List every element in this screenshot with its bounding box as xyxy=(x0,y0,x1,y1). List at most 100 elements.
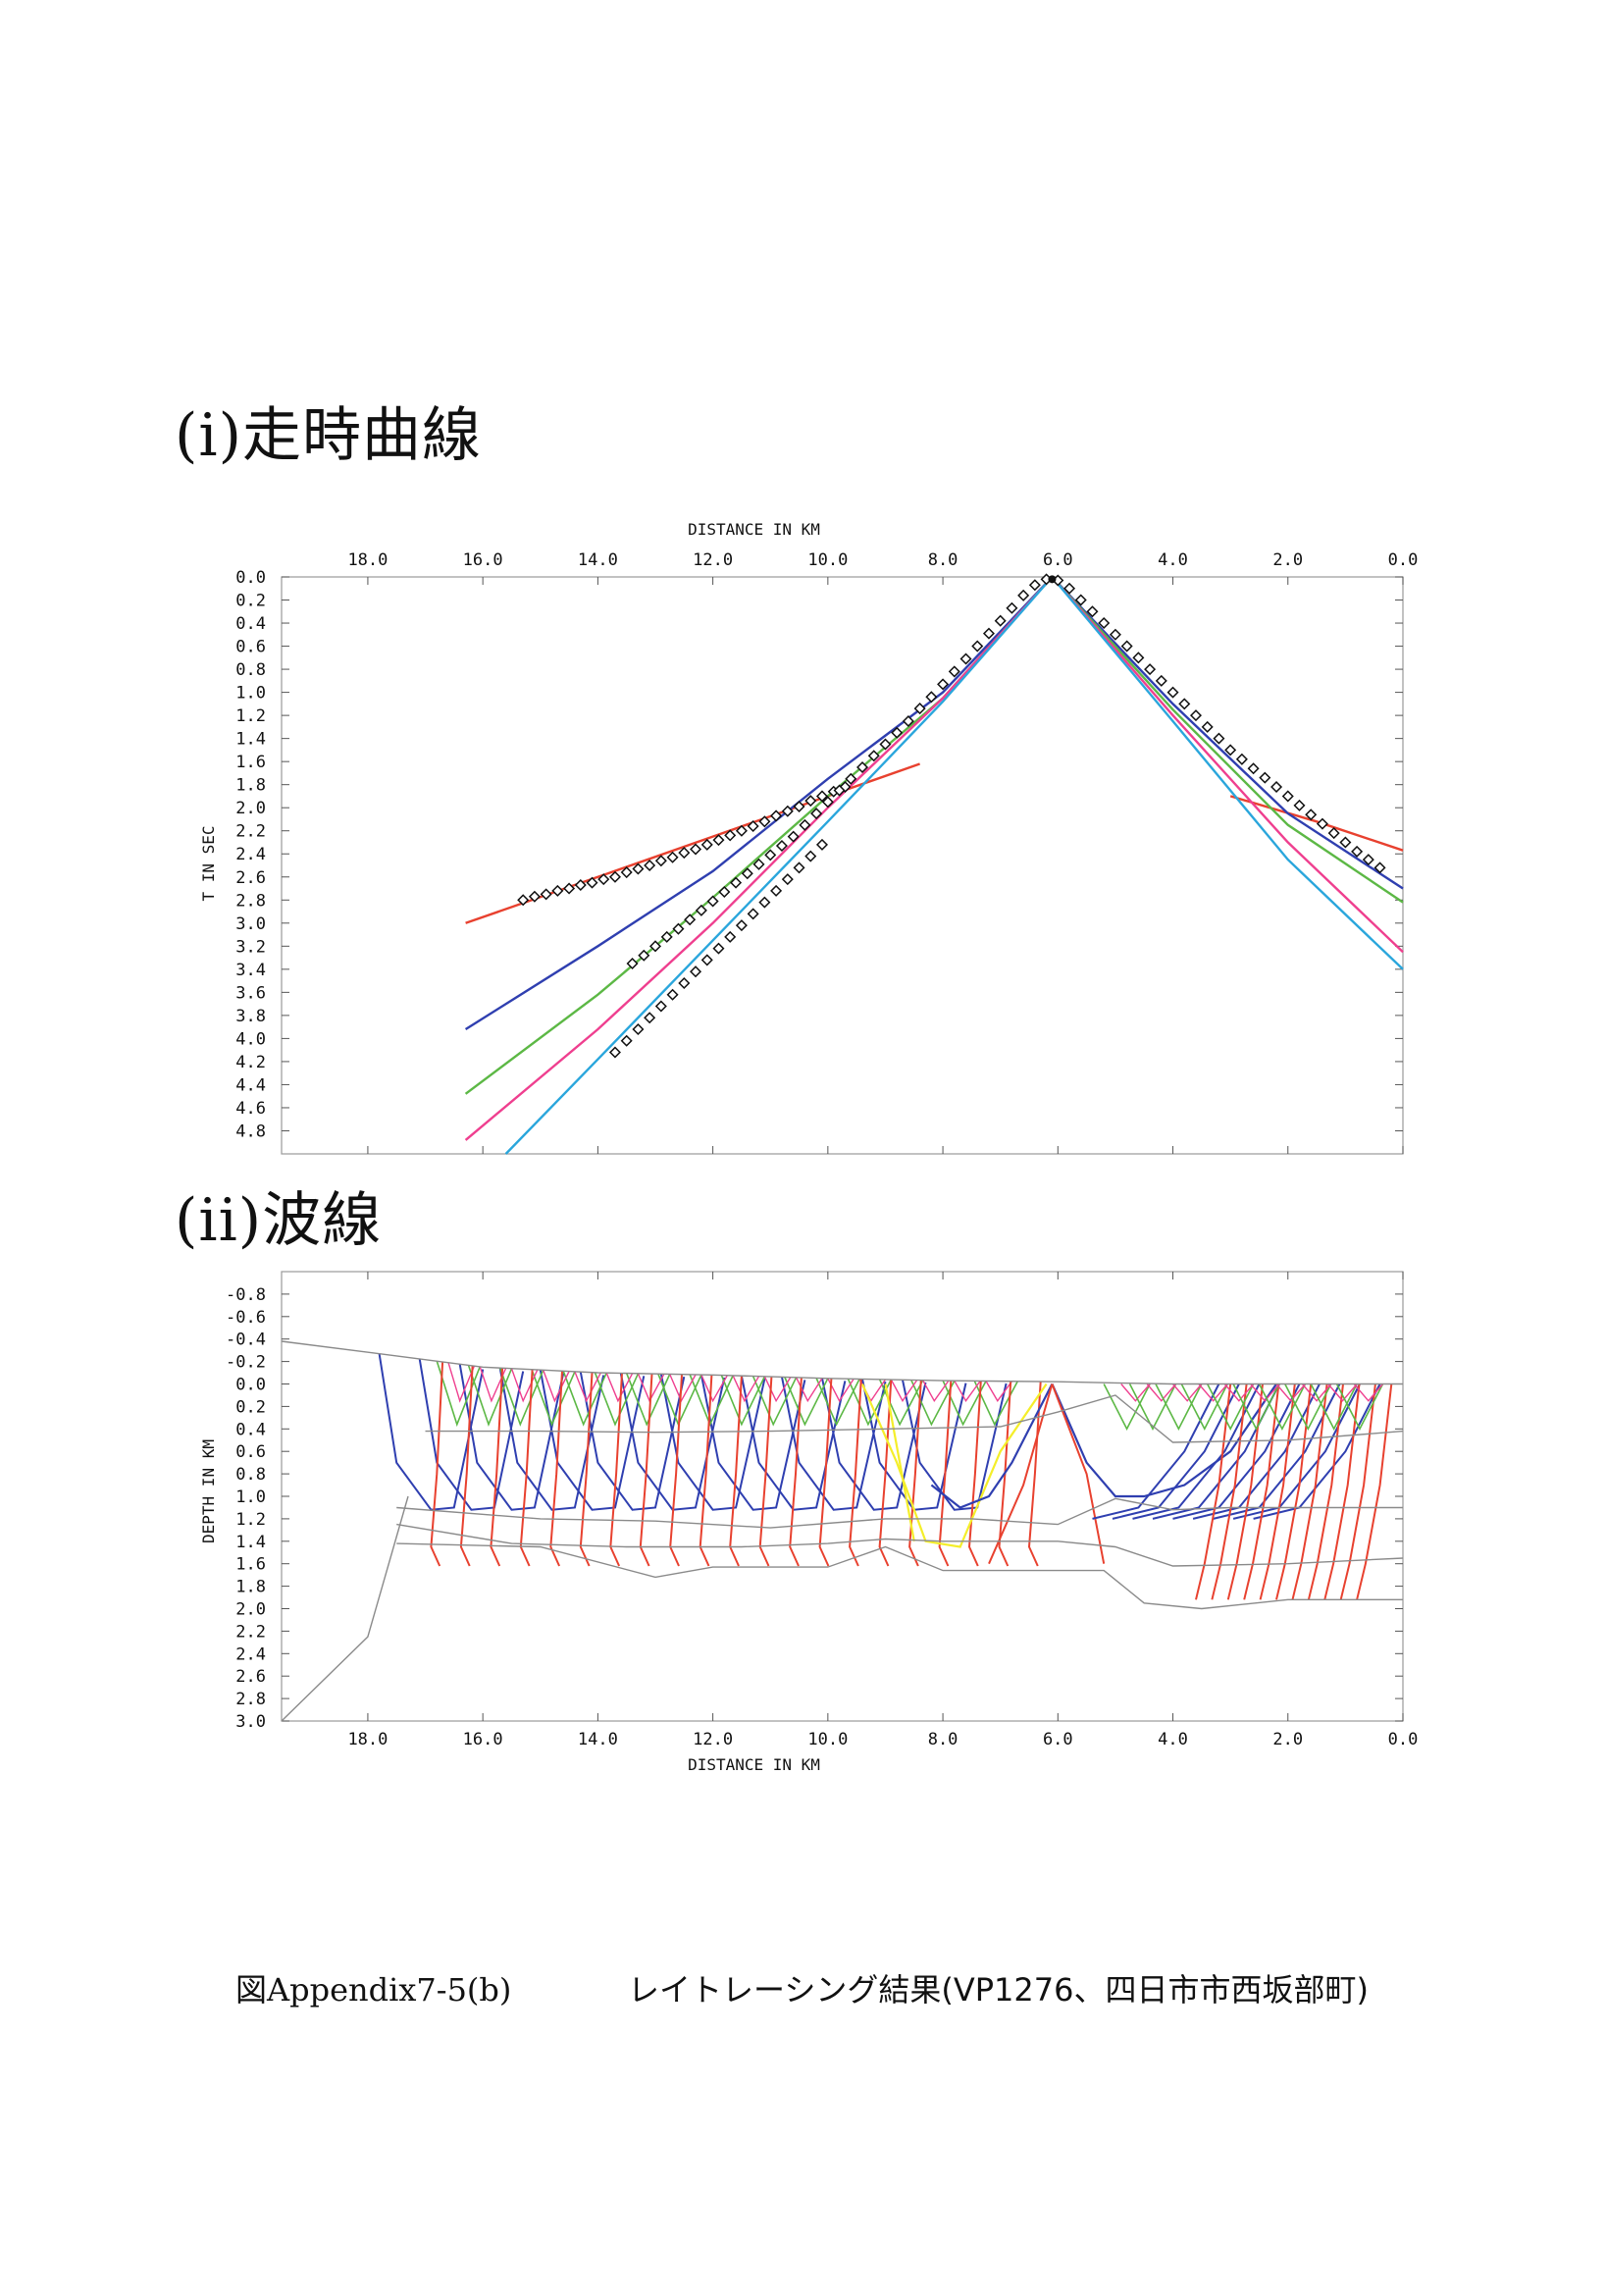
observed-point xyxy=(632,1022,645,1036)
y-tick-label: 2.6 xyxy=(235,868,266,888)
x-tick-label: 14.0 xyxy=(578,1730,618,1749)
observed-point xyxy=(815,790,828,803)
observed-point xyxy=(730,876,743,889)
ray-path xyxy=(1243,1383,1280,1600)
observed-point xyxy=(747,820,759,833)
ray-path xyxy=(467,1365,513,1427)
y-tick-label: 2.0 xyxy=(235,799,266,818)
ray-path xyxy=(1307,1383,1344,1600)
ray-path xyxy=(1259,1383,1296,1600)
y-tick-label: 1.8 xyxy=(235,1578,266,1597)
observed-point xyxy=(971,640,984,652)
observed-point xyxy=(735,824,748,837)
x-tick-label: 10.0 xyxy=(807,1730,848,1749)
y-tick-label: 4.0 xyxy=(235,1029,266,1049)
ray-path xyxy=(700,1374,728,1403)
observed-point xyxy=(867,750,880,762)
observed-point xyxy=(690,965,702,978)
observed-point xyxy=(551,884,564,897)
observed-point xyxy=(741,867,753,880)
ray-path xyxy=(1253,1383,1381,1520)
observed-point xyxy=(775,839,788,853)
x-tick-label: 4.0 xyxy=(1158,1730,1188,1749)
x-tick-label: 16.0 xyxy=(463,550,503,570)
travel-time-curve-green xyxy=(1051,576,1404,904)
observed-point xyxy=(758,815,771,828)
observed-point xyxy=(937,678,950,691)
plot-frame xyxy=(281,576,1404,1155)
ray-path xyxy=(1335,1383,1384,1432)
y-axis-label: T IN SEC xyxy=(199,825,218,901)
ray-path xyxy=(1327,1383,1358,1402)
ray-path xyxy=(1171,1383,1203,1402)
ray-path xyxy=(1132,1383,1261,1520)
observed-point xyxy=(891,726,904,739)
y-tick-label: 0.2 xyxy=(235,1397,266,1417)
observed-point xyxy=(1006,601,1018,614)
ray-path xyxy=(418,1358,525,1511)
y-tick-label: 2.2 xyxy=(235,1622,266,1642)
ray-path xyxy=(781,1377,887,1511)
observed-point xyxy=(1086,605,1099,618)
y-tick-label: 4.8 xyxy=(235,1122,266,1141)
observed-point xyxy=(758,896,771,909)
ray-path xyxy=(849,1379,862,1567)
ray-path xyxy=(860,1383,1048,1548)
y-tick-label: -0.8 xyxy=(226,1285,266,1305)
ray-path xyxy=(815,1378,860,1427)
observed-point xyxy=(1259,771,1271,784)
y-tick-label: 1.0 xyxy=(235,1487,266,1507)
ray-path xyxy=(574,1371,601,1403)
x-tick-label: 2.0 xyxy=(1272,550,1303,570)
ray-path xyxy=(1223,1383,1255,1402)
observed-point xyxy=(1201,720,1214,733)
ray-path xyxy=(884,1383,915,1541)
y-tick-label: 3.0 xyxy=(235,914,266,934)
travel-time-curve-cyan xyxy=(1051,576,1404,970)
y-tick-label: 3.8 xyxy=(235,1007,266,1026)
observed-point xyxy=(804,795,817,808)
ray-path xyxy=(605,1372,634,1403)
ray-path xyxy=(720,1375,766,1427)
observed-point xyxy=(597,873,610,886)
ray-path xyxy=(890,1379,918,1403)
ray-path xyxy=(732,1375,760,1403)
observed-point xyxy=(1351,845,1364,858)
observed-point xyxy=(781,805,794,817)
travel-time-curve-blue xyxy=(1051,576,1404,890)
ray-path xyxy=(758,1377,773,1567)
ray-path xyxy=(1112,1383,1240,1520)
layer-boundary xyxy=(396,1542,1403,1610)
y-tick-label: 3.2 xyxy=(235,937,266,957)
ray-path xyxy=(1192,1383,1321,1520)
observed-point xyxy=(1362,854,1374,866)
observed-point xyxy=(1305,809,1318,821)
ray-path xyxy=(625,1373,671,1427)
observed-point xyxy=(925,691,938,704)
observed-point xyxy=(793,801,805,813)
observed-point xyxy=(666,988,679,1001)
observed-point xyxy=(1213,732,1225,745)
observed-point xyxy=(1028,579,1041,592)
observed-point xyxy=(644,859,656,872)
ray-path xyxy=(821,1378,927,1511)
ray-path xyxy=(902,1380,1008,1511)
observed-point xyxy=(804,850,817,862)
ray-path xyxy=(1092,1383,1220,1520)
observed-point xyxy=(648,940,662,953)
x-tick-label: 12.0 xyxy=(693,550,733,570)
x-tick-label: 16.0 xyxy=(463,1730,503,1749)
observed-point xyxy=(644,1012,656,1024)
x-axis-label: DISTANCE IN KM xyxy=(688,520,820,539)
x-tick-label: 4.0 xyxy=(1158,550,1188,570)
observed-point xyxy=(815,838,828,851)
ray-path xyxy=(930,1383,1054,1509)
observed-point xyxy=(1017,589,1030,601)
y-tick-label: 3.6 xyxy=(235,983,266,1003)
observed-point xyxy=(770,884,783,897)
ray-path xyxy=(519,1369,534,1567)
observed-point xyxy=(1109,628,1121,641)
x-tick-label: 2.0 xyxy=(1272,1730,1303,1749)
ray-path xyxy=(459,1365,474,1567)
observed-point xyxy=(672,922,685,935)
